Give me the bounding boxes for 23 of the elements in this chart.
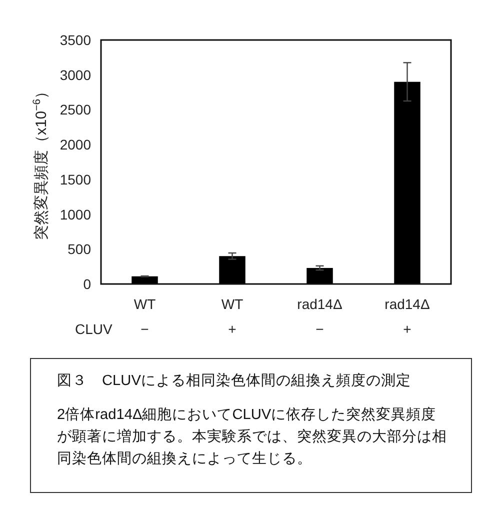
text: CLUV xyxy=(75,321,114,337)
bar xyxy=(219,256,246,284)
y-tick-label: 1000 xyxy=(60,206,92,222)
text: 2倍体rad14Δ細胞においてCLUVに依存した突然変異頻度が顕著に増加する。本実験系では、突然変異の大部分は相同染色体間の組換えによって生じる。 xyxy=(57,406,447,469)
y-tick-label: 0 xyxy=(83,276,92,292)
text: − xyxy=(316,321,324,337)
y-tick-label: 2500 xyxy=(60,102,92,118)
y-tick-label: 3000 xyxy=(60,66,92,83)
text: + xyxy=(228,321,236,337)
x-tick-label: WT xyxy=(134,296,156,312)
y-tick-label: 3500 xyxy=(60,32,92,48)
text: + xyxy=(403,321,412,337)
y-tick-label: 2000 xyxy=(60,136,92,153)
y-tick-label: 1500 xyxy=(60,171,92,188)
text: − xyxy=(140,321,149,337)
x-tick-label: rad14Δ xyxy=(384,296,430,312)
bar xyxy=(132,276,158,284)
x-tick-label: WT xyxy=(221,296,244,312)
bar xyxy=(394,82,420,284)
caption: 図３ CLUVによる相同染色体間の組換え頻度の測定 xyxy=(57,372,412,390)
bar xyxy=(306,268,333,284)
x-tick-label: rad14Δ xyxy=(297,296,342,312)
y-tick-label: 500 xyxy=(68,241,92,258)
